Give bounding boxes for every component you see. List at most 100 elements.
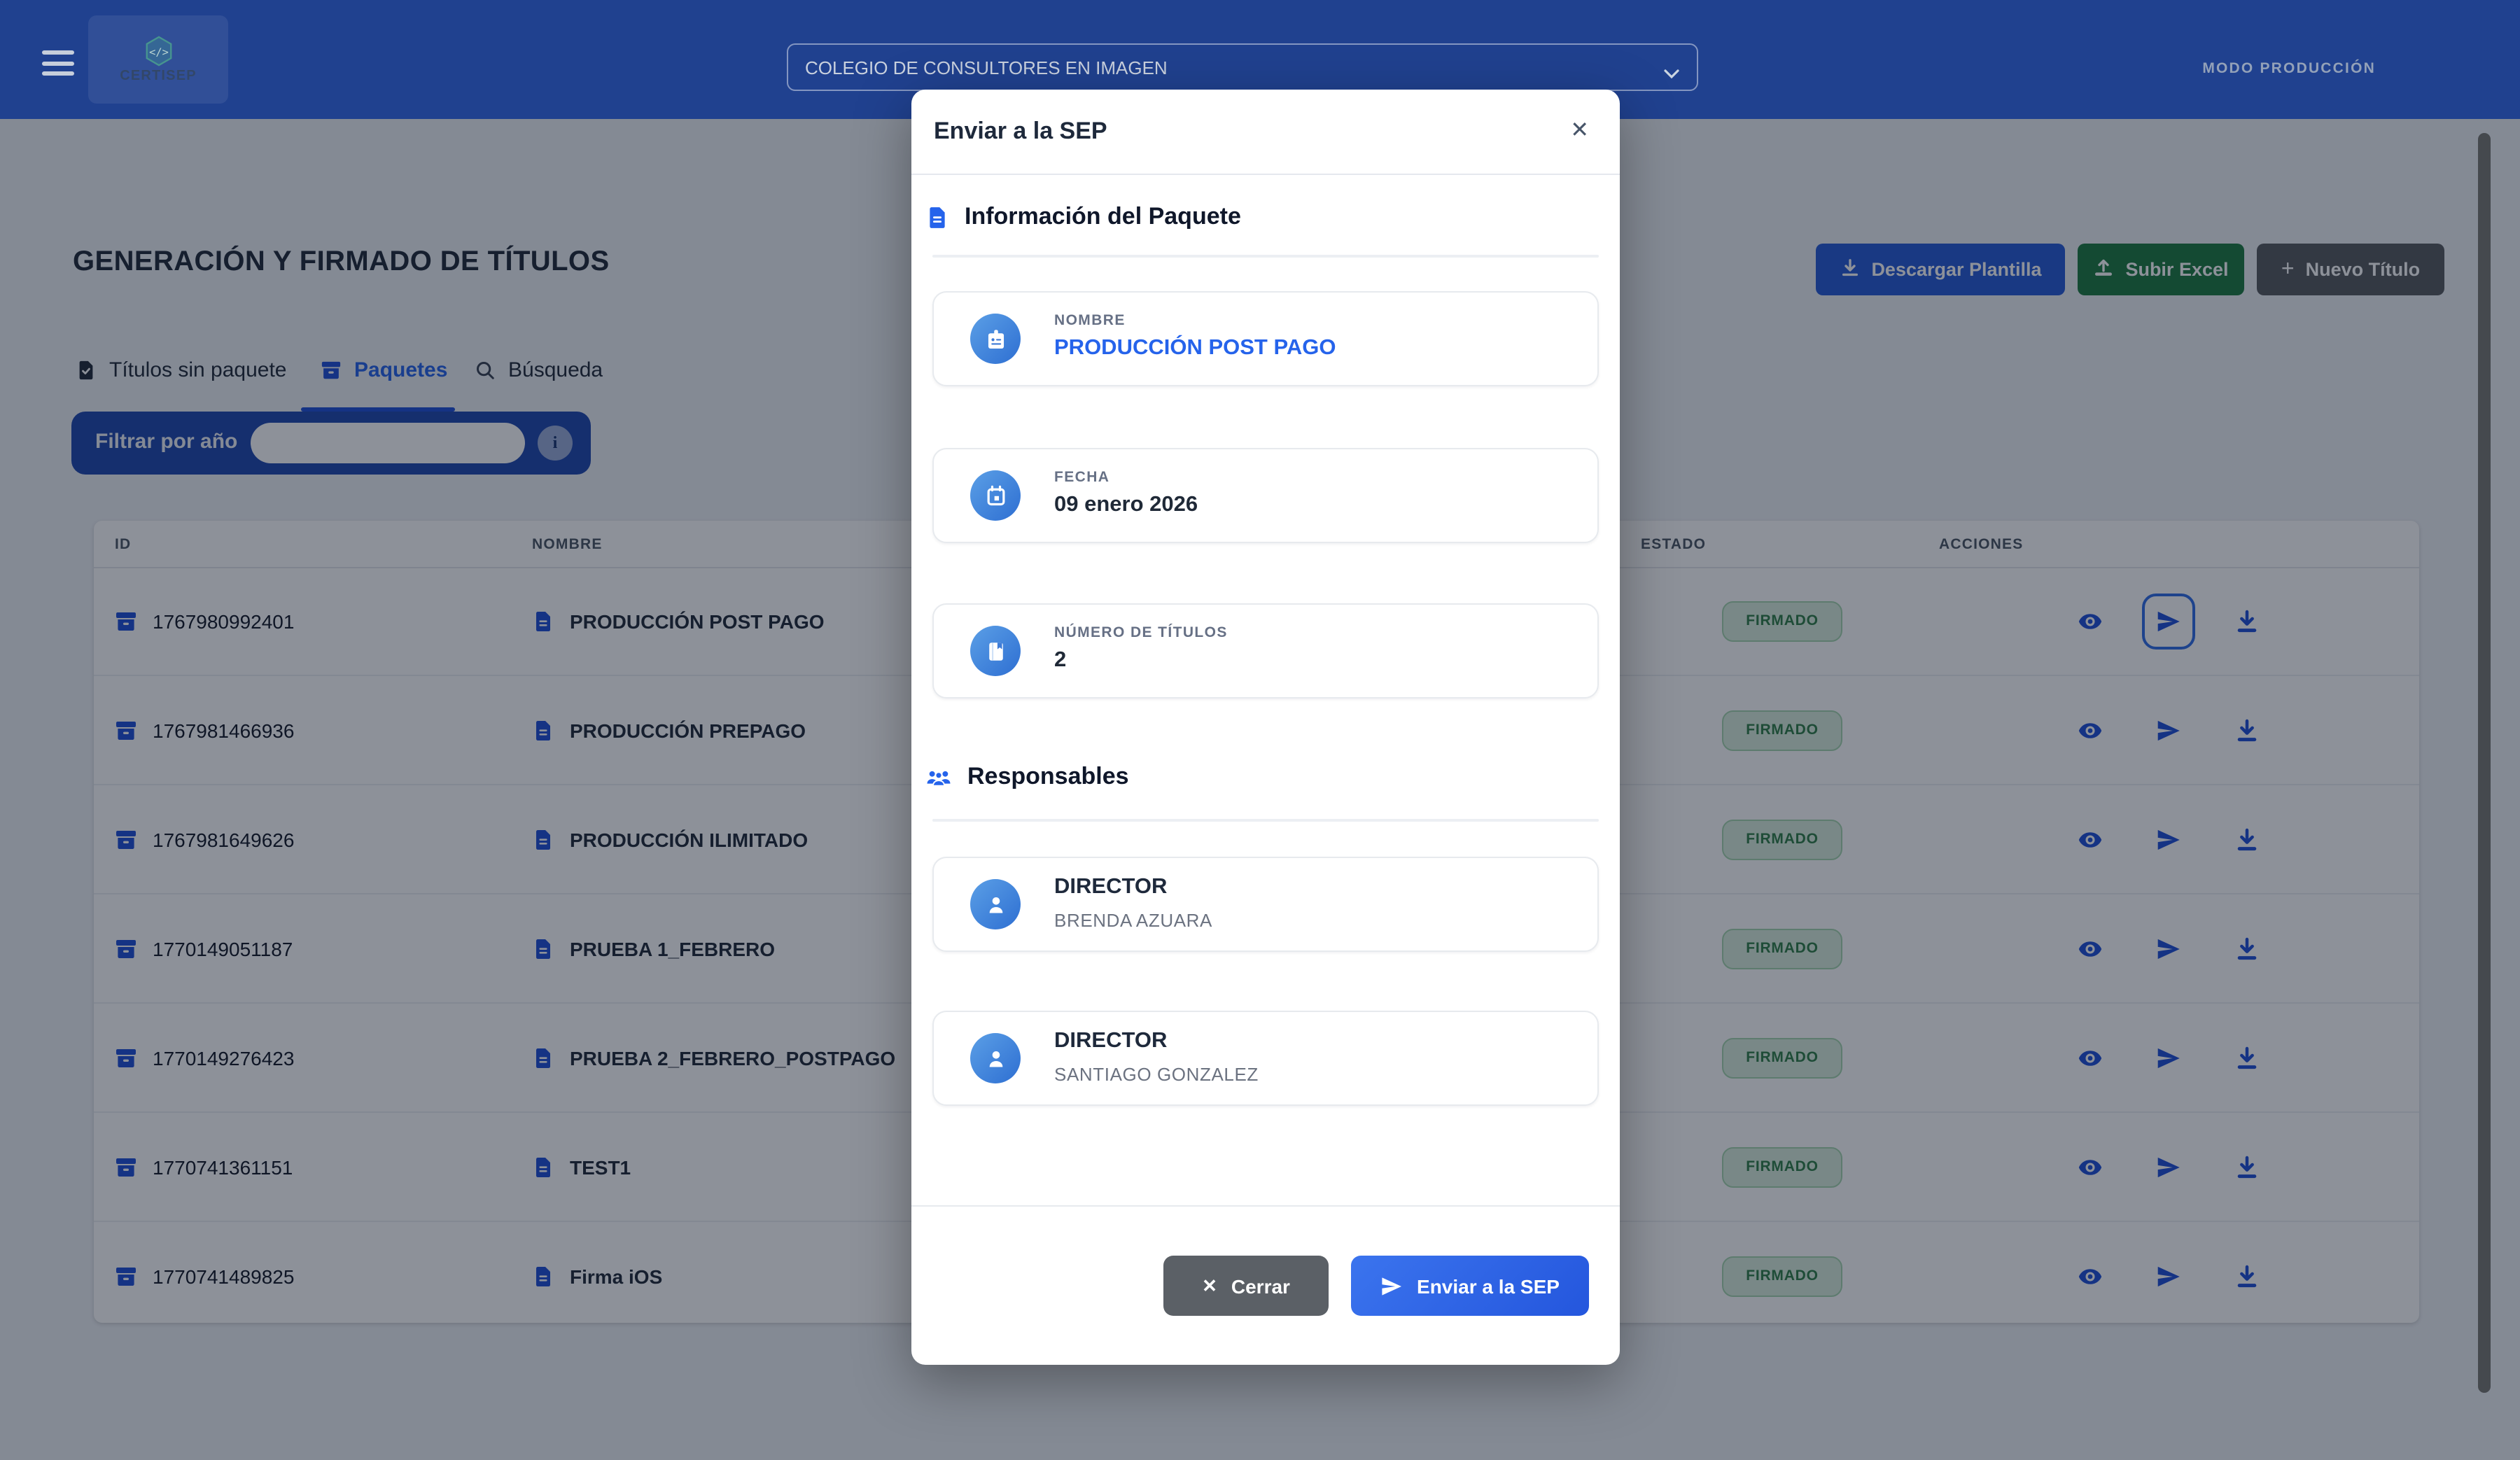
archive-icon [115, 610, 137, 632]
people-icon [925, 766, 952, 787]
cerrar-button[interactable]: ✕ Cerrar [1163, 1256, 1329, 1316]
send-button[interactable] [2156, 1263, 2181, 1289]
row-name: PRODUCCIÓN PREPAGO [570, 719, 806, 741]
calendar-icon [970, 470, 1021, 521]
organization-select-value: COLEGIO DE CONSULTORES EN IMAGEN [805, 57, 1168, 78]
row-name: PRODUCCIÓN POST PAGO [570, 610, 825, 632]
upload-excel-button[interactable]: Subir Excel [2078, 244, 2244, 295]
responsables-heading-label: Responsables [967, 763, 1129, 789]
view-button[interactable] [2078, 1154, 2103, 1179]
send-button[interactable] [2156, 1045, 2181, 1070]
responsable-card: DIRECTOR BRENDA AZUARA [932, 857, 1599, 952]
modal-close-button[interactable]: ✕ [1562, 115, 1597, 146]
organization-select[interactable]: COLEGIO DE CONSULTORES EN IMAGEN [787, 43, 1698, 91]
status-badge: FIRMADO [1722, 819, 1842, 859]
tab-label: Títulos sin paquete [109, 358, 287, 381]
document-icon [532, 1156, 554, 1178]
send-icon [2156, 1045, 2181, 1070]
download-button[interactable] [2234, 1263, 2260, 1289]
row-name-cell: PRODUCCIÓN ILIMITADO [532, 828, 808, 850]
send-button[interactable] [2156, 936, 2181, 961]
document-icon [532, 828, 554, 850]
year-input[interactable] [251, 423, 525, 463]
enviar-sep-button[interactable]: Enviar a la SEP [1351, 1256, 1589, 1316]
row-id: 1770149276423 [153, 1046, 295, 1069]
logo-text: CERTISEP [120, 69, 197, 84]
eye-icon [2078, 608, 2103, 633]
person-icon [970, 879, 1021, 929]
tab-label: Búsqueda [508, 358, 603, 381]
download-button[interactable] [2234, 1154, 2260, 1179]
download-template-label: Descargar Plantilla [1871, 259, 2042, 280]
download-icon [2234, 1045, 2260, 1070]
badge-icon [970, 314, 1021, 364]
tab-paquetes[interactable]: Paquetes [321, 346, 447, 393]
row-name-cell: Firma iOS [532, 1265, 662, 1287]
mode-production-label: MODO PRODUCCIÓN [2202, 60, 2376, 77]
document-check-icon [76, 359, 97, 380]
search-icon [475, 359, 496, 380]
close-icon: ✕ [1570, 119, 1589, 143]
send-icon [2156, 717, 2181, 743]
download-button[interactable] [2234, 936, 2260, 961]
view-button[interactable] [2078, 1263, 2103, 1289]
row-id-cell: 1770741361151 [115, 1156, 293, 1178]
row-id-cell: 1767981649626 [115, 828, 294, 850]
responsable-role: DIRECTOR [1054, 1029, 1168, 1053]
row-name-cell: PRUEBA 2_FEBRERO_POSTPAGO [532, 1046, 895, 1069]
row-actions [2078, 676, 2260, 784]
package-info-heading-label: Información del Paquete [965, 203, 1241, 230]
person-icon [970, 1033, 1021, 1083]
download-button[interactable] [2234, 608, 2260, 633]
archive-icon [115, 1156, 137, 1178]
archive-icon [321, 359, 342, 380]
table-row[interactable]: 1770741489825 Firma iOS FIRMADO [94, 1222, 2419, 1330]
new-title-button[interactable]: + Nuevo Título [2257, 244, 2444, 295]
row-name-cell: TEST1 [532, 1156, 631, 1178]
download-button[interactable] [2234, 827, 2260, 852]
download-template-button[interactable]: Descargar Plantilla [1816, 244, 2065, 295]
row-actions [2078, 1004, 2260, 1111]
archive-icon [115, 1046, 137, 1069]
document-icon [532, 610, 554, 632]
view-button[interactable] [2078, 1045, 2103, 1070]
eye-icon [2078, 827, 2103, 852]
code-hexagon-icon: </> [142, 35, 174, 67]
row-actions [2078, 785, 2260, 893]
status-badge: FIRMADO [1722, 1256, 1842, 1296]
responsable-name: BRENDA AZUARA [1054, 910, 1212, 931]
send-button[interactable] [2156, 827, 2181, 852]
row-name-cell: PRODUCCIÓN PREPAGO [532, 719, 806, 741]
row-name: Firma iOS [570, 1265, 663, 1287]
app-logo: </> CERTISEP [88, 15, 228, 104]
view-button[interactable] [2078, 608, 2103, 633]
row-actions [2078, 1113, 2260, 1221]
tab-titulos-sin-paquete[interactable]: Títulos sin paquete [76, 346, 287, 393]
row-id-cell: 1767980992401 [115, 610, 294, 632]
field-label: FECHA [1054, 469, 1110, 486]
svg-text:</>: </> [148, 46, 168, 59]
view-button[interactable] [2078, 827, 2103, 852]
info-card-nombre: NOMBRE PRODUCCIÓN POST PAGO [932, 291, 1599, 386]
download-button[interactable] [2234, 1045, 2260, 1070]
row-id-cell: 1770149276423 [115, 1046, 294, 1069]
send-icon [2156, 827, 2181, 852]
download-button[interactable] [2234, 717, 2260, 743]
info-button[interactable]: i [538, 426, 573, 461]
view-button[interactable] [2078, 717, 2103, 743]
document-icon [532, 937, 554, 960]
info-card-fecha: FECHA 09 enero 2026 [932, 448, 1599, 543]
archive-icon [115, 937, 137, 960]
view-button[interactable] [2078, 936, 2103, 961]
package-info-heading: Información del Paquete [925, 203, 1241, 231]
page-scrollbar[interactable] [2478, 133, 2491, 1393]
send-button[interactable] [2156, 717, 2181, 743]
tab-busqueda[interactable]: Búsqueda [475, 346, 603, 393]
page-title: GENERACIÓN Y FIRMADO DE TÍTULOS [73, 246, 610, 277]
hamburger-icon[interactable] [42, 50, 74, 76]
upload-icon [2093, 257, 2114, 282]
filter-label: Filtrar por año [95, 430, 238, 454]
responsables-heading: Responsables [925, 763, 1129, 791]
send-button[interactable] [2156, 1154, 2181, 1179]
download-icon [2234, 827, 2260, 852]
